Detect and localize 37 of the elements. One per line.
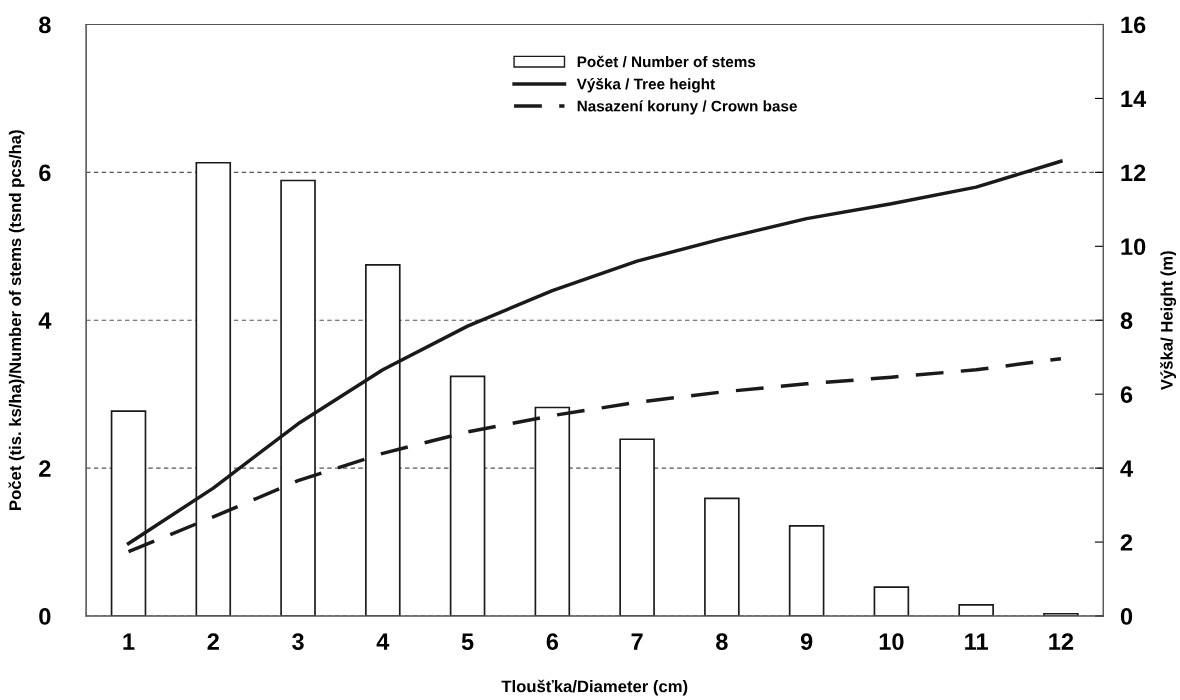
x-tick-label: 10: [879, 633, 904, 651]
x-axis-title: Tloušťka/Diameter (cm): [501, 679, 688, 696]
x-tick-label: 4: [376, 633, 390, 650]
bar: [788, 524, 825, 616]
x-tick-label: 12: [1049, 633, 1074, 650]
y2-tick-label: 10: [1121, 238, 1146, 256]
legend-label: Výška / Tree height: [576, 77, 715, 93]
y2-axis-title: Výška/ Height (m): [1160, 251, 1177, 391]
bar: [619, 438, 655, 616]
y2-tick-label: 6: [1120, 386, 1133, 403]
y-tick-label: 8: [39, 16, 51, 34]
y2-tick-label: 14: [1121, 90, 1147, 107]
x-tick-label: 2: [207, 633, 219, 650]
y-tick-label: 6: [39, 164, 51, 182]
x-tick-label: 3: [292, 633, 304, 651]
bar: [958, 604, 994, 616]
y2-tick-label: 16: [1121, 16, 1146, 34]
legend-label: Nasazení koruny / Crown base: [577, 100, 797, 115]
y-axis-title: Počet (tis. ks/ha)/Number of stems (tsnd pcs/ha): [8, 130, 25, 510]
x-tick-label: 8: [716, 633, 728, 651]
bar: [873, 586, 910, 616]
y2-tick-label: 8: [1120, 312, 1133, 330]
x-tick-label: 7: [631, 633, 643, 650]
y-tick-label: 4: [38, 312, 52, 329]
y2-tick-label: 4: [1120, 460, 1133, 477]
bar: [704, 497, 740, 616]
x-tick-label: 6: [546, 633, 559, 651]
x-tick-label: 9: [800, 633, 813, 651]
legend-label: Počet / Number of stems: [577, 55, 756, 68]
y2-tick-label: 2: [1120, 534, 1133, 551]
x-tick-label: 5: [461, 633, 474, 651]
y-tick-label: 0: [39, 608, 51, 625]
x-tick-label: 11: [965, 633, 988, 650]
y2-tick-label: 12: [1121, 164, 1146, 181]
y2-tick-label: 0: [1120, 608, 1133, 625]
x-tick-label: 1: [123, 633, 135, 650]
y-tick-label: 2: [39, 460, 51, 477]
